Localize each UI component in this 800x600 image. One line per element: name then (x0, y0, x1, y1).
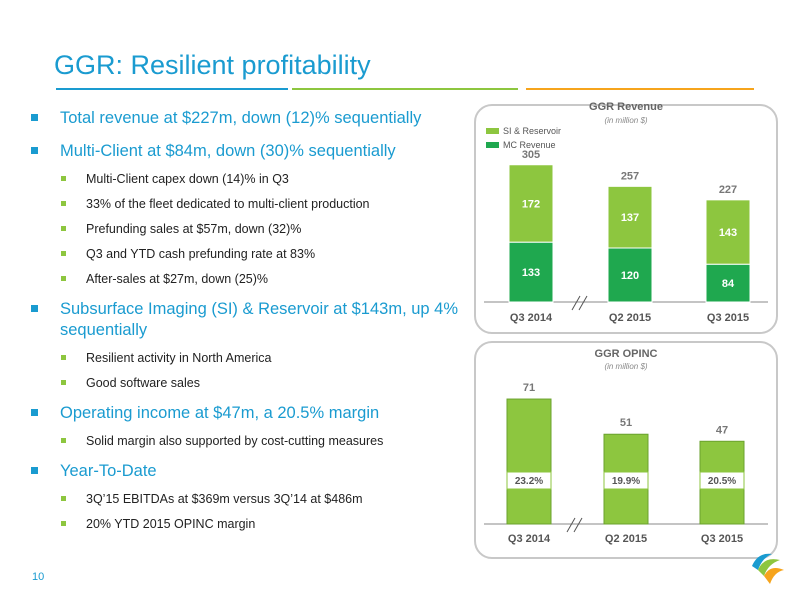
category-label: Q3 2015 (701, 533, 743, 545)
category-label: Q2 2015 (605, 533, 647, 545)
legend-swatch-si (486, 128, 499, 134)
revenue-chart-panel: GGR Revenue (in million $) SI & Reservoi… (474, 101, 778, 334)
margin-box (699, 471, 745, 490)
opinc-chart: 71 23.2% Q3 2014 51 19.9% Q2 2015 47 20.5% Q3 20… (484, 382, 768, 545)
sub-bullet-item: 3Q’15 EBITDAs at $369m versus 3Q’14 at $… (28, 491, 468, 507)
bullet-square-icon (31, 305, 38, 312)
bullet-item: Multi-Client at $84m, down (30)% sequent… (28, 141, 468, 162)
sub-bullet-square-icon (61, 251, 66, 256)
sub-bullet-square-icon (61, 201, 66, 206)
bullet-list: Total revenue at $227m, down (12)% seque… (28, 108, 468, 544)
company-logo (752, 553, 784, 584)
sub-bullet-item: Resilient activity in North America (28, 350, 468, 366)
legend-label-mc: MC Revenue (503, 140, 556, 150)
sub-bullet-square-icon (61, 438, 66, 443)
bar-value-label: 120 (621, 270, 639, 282)
sub-bullet-item: 20% YTD 2015 OPINC margin (28, 516, 468, 532)
bullet-text: Multi-Client at $84m, down (30)% sequent… (60, 142, 396, 160)
sub-bullet-square-icon (61, 380, 66, 385)
bullet-text: Total revenue at $227m, down (12)% seque… (60, 109, 422, 127)
sub-bullet-text: Prefunding sales at $57m, down (32)% (86, 222, 302, 236)
legend-label-si: SI & Reservoir (503, 126, 562, 136)
sub-bullet-item: Good software sales (28, 375, 468, 391)
title-rule-orange (526, 88, 754, 90)
title-rule-green (292, 88, 518, 90)
revenue-chart-title: GGR Revenue (589, 101, 663, 113)
page-number: 10 (32, 571, 45, 583)
bar-segment (508, 241, 554, 303)
bullet-square-icon (31, 147, 38, 154)
margin-label: 20.5% (708, 476, 736, 487)
sub-bullet-item: Prefunding sales at $57m, down (32)% (28, 221, 468, 237)
bar-segment (607, 185, 653, 249)
sub-bullet-square-icon (61, 226, 66, 231)
bullet-item: Operating income at $47m, a 20.5% margin (28, 403, 468, 424)
sub-bullet-text: Solid margin also supported by cost-cutt… (86, 434, 384, 448)
category-label: Q3 2014 (510, 312, 553, 324)
bar-total-label: 257 (621, 170, 639, 182)
sub-bullet-text: After-sales at $27m, down (25)% (86, 272, 269, 286)
bullet-text: Year-To-Date (60, 462, 157, 480)
opinc-chart-panel: GGR OPINC (in million $) 71 23.2% Q3 2014 5… (474, 341, 778, 559)
axis-break-mark (573, 517, 583, 533)
sub-bullet-text: Resilient activity in North America (86, 351, 272, 365)
page-title: GGR: Resilient profitability (54, 50, 371, 80)
sub-bullet-item: 33% of the fleet dedicated to multi-clie… (28, 196, 468, 212)
bullet-item: Total revenue at $227m, down (12)% seque… (28, 108, 468, 129)
bar-total-label: 305 (522, 149, 540, 161)
margin-box (603, 471, 649, 490)
bullet-text: Operating income at $47m, a 20.5% margin (60, 404, 380, 422)
bar-segment (607, 247, 653, 303)
revenue-chart: 133 172 305 Q3 2014 120 137 257 Q2 2015 84 143 227… (484, 149, 768, 324)
margin-label: 19.9% (612, 476, 640, 487)
bar-segment (508, 164, 554, 243)
bar-total-label: 227 (719, 184, 737, 196)
sub-bullet-text: Good software sales (86, 376, 200, 390)
revenue-chart-subtitle: (in million $) (604, 116, 648, 125)
bar-value-label: 51 (620, 417, 632, 429)
sub-bullet-text: 3Q’15 EBITDAs at $369m versus 3Q’14 at $… (86, 492, 363, 506)
sub-bullet-item: After-sales at $27m, down (25)% (28, 271, 468, 287)
bullet-square-icon (31, 467, 38, 474)
sub-bullet-square-icon (61, 521, 66, 526)
bullet-square-icon (31, 114, 38, 121)
bar-value-label: 133 (522, 267, 540, 279)
bar-value-label: 172 (522, 198, 540, 210)
bar-value-label: 47 (716, 424, 728, 436)
bar-value-label: 71 (523, 382, 535, 394)
bullet-item: Subsurface Imaging (SI) & Reservoir at $… (28, 299, 468, 341)
bar-value-label: 143 (719, 227, 737, 239)
sub-bullet-square-icon (61, 276, 66, 281)
bar-value-label: 137 (621, 212, 639, 224)
bullet-square-icon (31, 409, 38, 416)
sub-bullet-text: Multi-Client capex down (14)% in Q3 (86, 172, 289, 186)
bullet-item: Year-To-Date (28, 461, 468, 482)
bullet-text: Subsurface Imaging (SI) & Reservoir at $… (60, 300, 459, 339)
sub-bullet-text: 33% of the fleet dedicated to multi-clie… (86, 197, 370, 211)
category-label: Q3 2014 (508, 533, 551, 545)
opinc-chart-title: GGR OPINC (594, 348, 658, 360)
category-label: Q2 2015 (609, 312, 651, 324)
bar-segment (705, 263, 751, 303)
sub-bullet-square-icon (61, 496, 66, 501)
axis-break-mark (571, 295, 581, 311)
sub-bullet-text: 20% YTD 2015 OPINC margin (86, 517, 256, 531)
sub-bullet-square-icon (61, 176, 66, 181)
title-rule-blue (56, 88, 288, 90)
sub-bullet-text: Q3 and YTD cash prefunding rate at 83% (86, 247, 316, 261)
axis-break-mark (578, 295, 588, 311)
margin-box (506, 471, 552, 490)
category-label: Q3 2015 (707, 312, 749, 324)
sub-bullet-square-icon (61, 355, 66, 360)
opinc-chart-subtitle: (in million $) (604, 362, 648, 371)
bar-segment (705, 199, 751, 265)
sub-bullet-item: Q3 and YTD cash prefunding rate at 83% (28, 246, 468, 262)
sub-bullet-item: Multi-Client capex down (14)% in Q3 (28, 171, 468, 187)
margin-label: 23.2% (515, 476, 543, 487)
legend-swatch-mc (486, 142, 499, 148)
axis-break-mark (566, 517, 576, 533)
bar (506, 398, 552, 525)
sub-bullet-item: Solid margin also supported by cost-cutt… (28, 433, 468, 449)
bar-value-label: 84 (722, 278, 735, 290)
